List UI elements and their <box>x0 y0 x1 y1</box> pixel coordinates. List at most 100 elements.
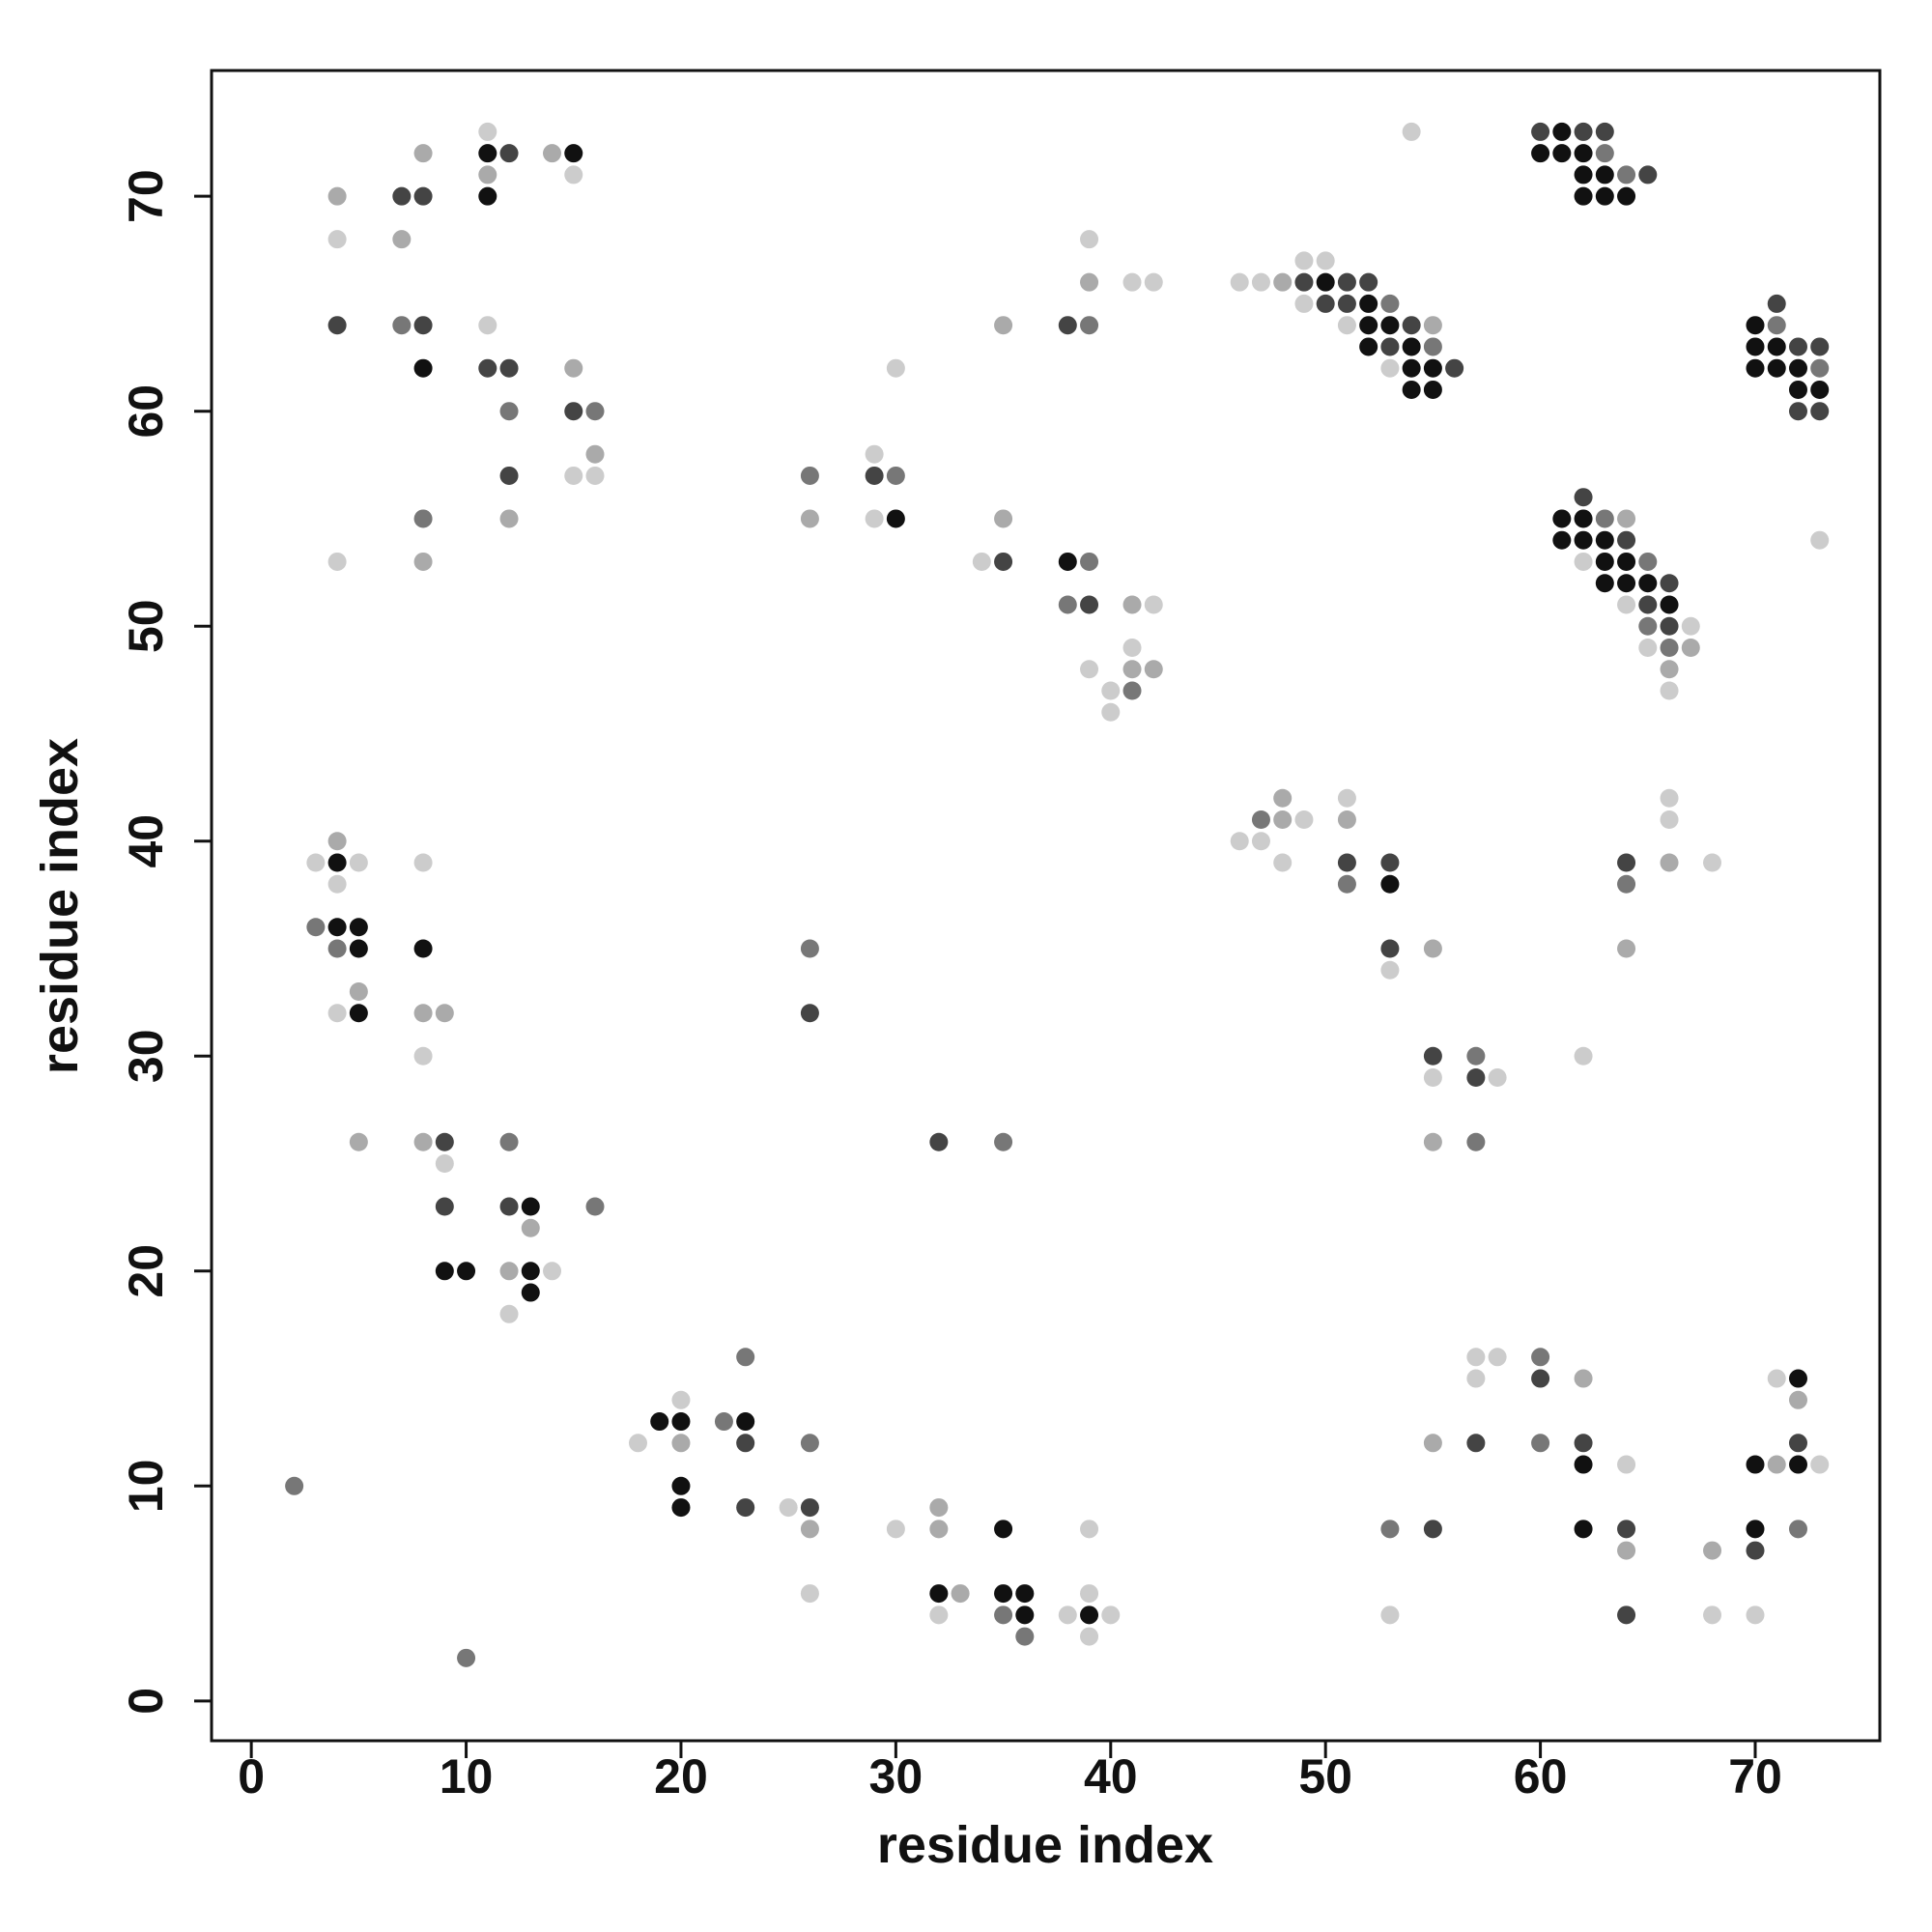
point <box>886 466 905 485</box>
point <box>435 1197 454 1216</box>
point <box>1380 316 1400 335</box>
point <box>800 1520 819 1539</box>
point <box>1101 681 1121 700</box>
point <box>1015 1627 1035 1646</box>
point <box>1531 1434 1550 1453</box>
point <box>1273 810 1293 829</box>
point <box>1767 1369 1786 1388</box>
point <box>1423 380 1442 399</box>
point <box>1251 832 1270 851</box>
point <box>1681 638 1700 657</box>
point <box>1660 638 1679 657</box>
point <box>1101 702 1121 722</box>
point <box>327 230 347 249</box>
point <box>1788 402 1807 421</box>
point <box>1080 230 1099 249</box>
point <box>435 1154 454 1174</box>
point <box>1638 638 1658 657</box>
point <box>1531 144 1550 163</box>
point <box>929 1132 949 1151</box>
point <box>1423 1520 1442 1539</box>
point <box>285 1476 304 1495</box>
point <box>349 939 368 958</box>
point <box>349 1004 368 1023</box>
point <box>1617 186 1636 206</box>
point <box>1080 1520 1099 1539</box>
point <box>1466 1348 1486 1367</box>
point <box>306 853 326 872</box>
point <box>1273 272 1293 292</box>
point <box>779 1498 798 1518</box>
point <box>1660 616 1679 636</box>
point <box>1380 1605 1400 1625</box>
point <box>1015 1605 1035 1625</box>
point <box>413 1046 433 1065</box>
point <box>1574 144 1593 163</box>
point <box>1488 1348 1507 1367</box>
y-tick-label: 40 <box>119 814 173 868</box>
point <box>1380 960 1400 980</box>
point <box>1423 316 1442 335</box>
point <box>1574 488 1593 507</box>
point <box>1080 595 1099 614</box>
x-tick-label: 10 <box>440 1749 494 1804</box>
point <box>929 1498 949 1518</box>
point <box>1746 337 1765 356</box>
y-tick-label: 0 <box>119 1688 173 1715</box>
point <box>1574 1520 1593 1539</box>
point <box>327 939 347 958</box>
point <box>1122 595 1142 614</box>
point <box>1144 272 1163 292</box>
point <box>1337 294 1356 313</box>
point <box>1423 358 1442 378</box>
point <box>1703 853 1722 872</box>
point <box>800 509 819 528</box>
point <box>1337 810 1356 829</box>
point <box>1595 186 1614 206</box>
point <box>1788 1390 1807 1409</box>
point <box>1595 530 1614 550</box>
point <box>1015 1584 1035 1604</box>
point <box>499 402 519 421</box>
point <box>435 1262 454 1281</box>
point <box>1466 1369 1486 1388</box>
point <box>1617 595 1636 614</box>
point <box>1466 1132 1486 1151</box>
y-axis-title: residue index <box>31 738 89 1074</box>
point <box>671 1390 691 1409</box>
point <box>435 1004 454 1023</box>
point <box>1788 1369 1807 1388</box>
point <box>671 1476 691 1495</box>
point <box>1617 1520 1636 1539</box>
point <box>1359 272 1378 292</box>
point <box>1058 1605 1077 1625</box>
point <box>1810 380 1830 399</box>
point <box>413 144 433 163</box>
point <box>1617 574 1636 593</box>
point <box>1423 1068 1442 1088</box>
point <box>1660 660 1679 679</box>
point <box>1144 595 1163 614</box>
point <box>499 1262 519 1281</box>
point <box>1703 1605 1722 1625</box>
point <box>1595 509 1614 528</box>
point <box>865 466 884 485</box>
point <box>564 165 583 185</box>
point <box>1337 316 1356 335</box>
point <box>413 358 433 378</box>
point <box>1810 358 1830 378</box>
y-tick-label: 20 <box>119 1244 173 1298</box>
y-tick-label: 70 <box>119 169 173 223</box>
x-tick-label: 50 <box>1298 1749 1352 1804</box>
point <box>521 1262 540 1281</box>
point <box>1574 122 1593 141</box>
point <box>1638 574 1658 593</box>
point <box>1617 165 1636 185</box>
point <box>1531 1369 1550 1388</box>
point <box>1767 358 1786 378</box>
point <box>1380 874 1400 894</box>
point <box>1788 358 1807 378</box>
point <box>1574 1046 1593 1065</box>
point <box>499 1197 519 1216</box>
point <box>929 1520 949 1539</box>
